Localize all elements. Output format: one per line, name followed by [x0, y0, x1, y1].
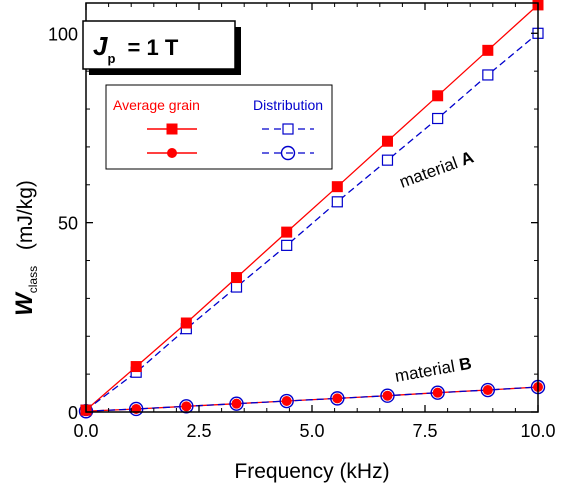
y-tick-label: 50	[58, 214, 78, 234]
axis-ticks: 0.0 2.5 5.0 7.5 10.0 0 50 100	[48, 3, 556, 441]
data-point-B-distribution-3	[229, 396, 244, 411]
legend-col1-label: Average grain	[113, 97, 200, 113]
x-tick-label: 0.0	[73, 421, 98, 441]
data-point-B-average-7	[432, 387, 443, 398]
x-tick-label: 10.0	[520, 421, 555, 441]
data-point-A-average-5	[331, 181, 343, 193]
data-point-B-distribution-8	[480, 382, 496, 398]
data-point-A-distribution-5	[331, 196, 343, 208]
annotation-material-b: material B	[393, 354, 473, 386]
box-rest: = 1 T	[121, 35, 178, 60]
annotation-material-a: material A	[397, 147, 476, 191]
svg-text:Jp = 1 T: Jp = 1 T	[93, 31, 179, 66]
data-point-B-average-2	[181, 401, 192, 412]
data-point-B-distribution-7	[430, 385, 445, 400]
data-point-A-average-1	[130, 361, 142, 373]
data-layer	[78, 0, 546, 419]
y-tick-label: 0	[68, 403, 78, 423]
x-axis-title: Frequency (kHz)	[234, 460, 389, 483]
x-tick-label: 5.0	[299, 421, 324, 441]
data-point-B-average-5	[332, 393, 343, 404]
data-point-A-distribution-8	[482, 69, 494, 81]
y-axis-subscript: class	[26, 266, 40, 293]
data-point-A-average-6	[381, 135, 393, 147]
x-tick-label: 2.5	[186, 421, 211, 441]
data-point-B-distribution-2	[179, 399, 194, 414]
series-line-A-average	[85, 4, 539, 411]
data-point-A-distribution-4	[281, 239, 293, 251]
data-point-A-average-4	[281, 226, 293, 238]
data-point-B-average-8	[482, 385, 493, 396]
y-axis-symbol: W	[11, 291, 38, 316]
series-line-A-distribution	[85, 32, 539, 411]
x-tick-label: 7.5	[412, 421, 437, 441]
data-point-A-average-3	[231, 272, 243, 284]
data-point-B-distribution-5	[330, 391, 345, 406]
legend-col2-label: Distribution	[253, 97, 323, 113]
data-point-B-distribution-4	[279, 393, 294, 409]
data-point-B-average-3	[231, 398, 242, 409]
condition-box: Jp = 1 T	[82, 20, 241, 75]
legend-marker-average-b	[167, 148, 177, 158]
legend: Average grain Distribution	[105, 84, 333, 170]
box-symbol: J	[93, 31, 108, 61]
data-point-B-distribution-6	[380, 388, 395, 403]
y-axis-title: Wclass (mJ/kg)	[11, 180, 40, 316]
legend-marker-distribution-a	[282, 123, 294, 135]
y-axis-units: (mJ/kg)	[14, 180, 37, 250]
data-point-A-average-8	[482, 44, 494, 56]
data-point-A-distribution-7	[432, 112, 444, 125]
data-point-A-distribution-6	[381, 154, 394, 166]
box-subscript: p	[107, 51, 115, 66]
data-point-B-average-4	[281, 396, 292, 407]
legend-marker-distribution-b	[280, 145, 296, 161]
data-point-B-distribution-1	[128, 401, 144, 417]
data-point-A-average-2	[180, 317, 192, 329]
data-point-B-average-6	[382, 390, 393, 401]
data-point-A-average-7	[432, 90, 444, 102]
y-tick-label: 100	[48, 24, 78, 44]
series-line-B-distribution	[85, 386, 539, 412]
legend-marks	[147, 123, 314, 161]
svg-text:Wclass (mJ/kg): Wclass (mJ/kg)	[11, 180, 40, 316]
legend-marker-average-a	[166, 123, 178, 135]
data-point-A-distribution-3	[230, 281, 243, 293]
